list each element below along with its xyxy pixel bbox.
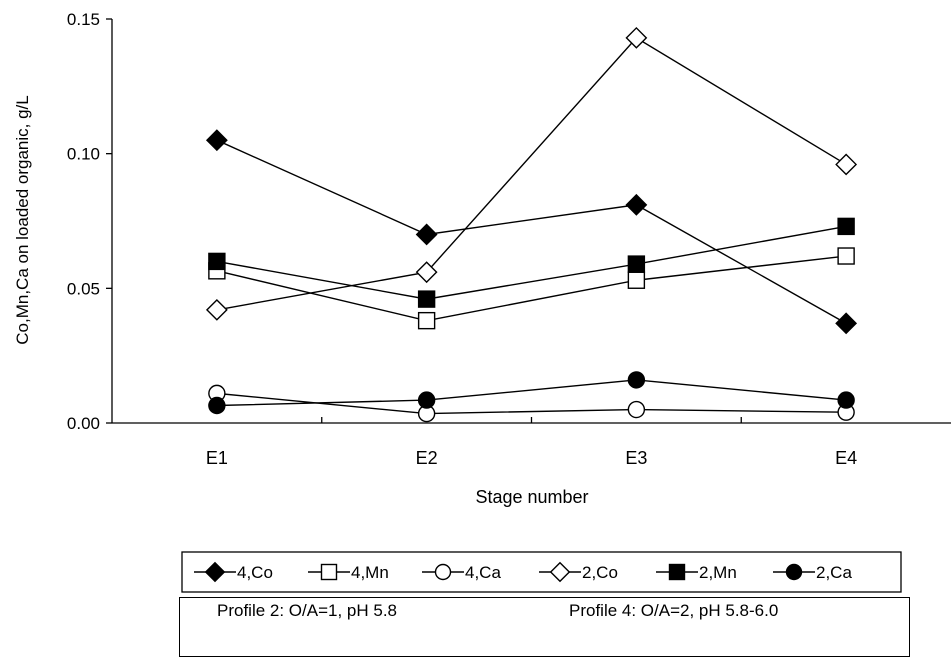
legend-label: 2,Ca (816, 563, 852, 582)
data-point-2-mn (417, 290, 436, 308)
data-point-2-ca (208, 396, 226, 415)
series-4-co (205, 129, 858, 335)
line-chart: 0.00 0.05 0.10 0.15 E1 E2 E3 E4 Stage number C… (13, 10, 951, 593)
legend-label: 4,Mn (351, 563, 389, 582)
legend-marker-2-co (549, 561, 571, 583)
x-axis-label: Stage number (475, 487, 588, 507)
series-line-2-co (216, 36, 847, 311)
series-2-co (205, 26, 858, 321)
legend-marker-4-co (204, 561, 226, 583)
data-point-4-ca (627, 400, 646, 419)
data-point-2-mn (208, 252, 226, 271)
data-point-4-mn (627, 271, 646, 289)
data-point-4-mn (417, 311, 436, 330)
legend: 4,Co 4,Mn 4,Ca 2,Co 2,Mn 2,Ca (181, 551, 902, 593)
x-tick-label: E3 (625, 448, 647, 468)
series-layer (205, 26, 858, 423)
x-tick-label: E1 (206, 448, 228, 468)
legend-marker-2-ca (785, 563, 803, 581)
data-point-2-ca (837, 391, 855, 409)
legend-item-2-mn: 2,Mn (656, 563, 737, 582)
data-point-4-mn (837, 247, 855, 265)
legend-label: 2,Co (582, 563, 618, 582)
data-point-2-co (835, 153, 858, 176)
x-tick-label: E4 (835, 448, 857, 468)
y-tick-label: 0.00 (67, 414, 100, 433)
legend-marker-4-ca (434, 563, 452, 581)
legend-item-2-co: 2,Co (539, 561, 618, 583)
data-point-4-co (625, 193, 648, 216)
data-point-4-co (205, 129, 228, 152)
profile-4-note: Profile 4: O/A=2, pH 5.8-6.0 (569, 601, 779, 620)
y-tick-label: 0.15 (67, 10, 100, 29)
data-point-2-co (625, 26, 648, 49)
y-axis-label: Co,Mn,Ca on loaded organic, g/L (13, 95, 32, 345)
legend-marker-2-mn (668, 563, 686, 581)
legend-item-4-co: 4,Co (194, 561, 273, 583)
legend-label: 4,Co (237, 563, 273, 582)
profile-2-note: Profile 2: O/A=1, pH 5.8 (217, 601, 398, 620)
x-tick-label: E2 (416, 448, 438, 468)
series-line-4-mn (216, 255, 847, 322)
series-2-ca (208, 371, 855, 415)
y-tick-label: 0.05 (67, 279, 100, 298)
data-point-2-co (205, 298, 228, 321)
y-tick-label: 0.10 (67, 145, 100, 164)
series-line-2-ca (216, 379, 847, 407)
series-4-mn (208, 247, 855, 330)
data-point-2-ca (627, 371, 646, 389)
data-point-2-co (415, 261, 438, 284)
legend-item-4-mn: 4,Mn (308, 563, 389, 582)
data-point-2-mn (837, 217, 855, 236)
axes (106, 18, 951, 424)
legend-label: 4,Ca (465, 563, 501, 582)
profile-notes-box: Profile 2: O/A=1, pH 5.8 Profile 4: O/A=… (179, 597, 910, 657)
series-2-mn (208, 217, 855, 308)
legend-label: 2,Mn (699, 563, 737, 582)
data-point-2-ca (417, 391, 436, 409)
data-point-4-co (835, 312, 858, 335)
y-tick-labels: 0.00 0.05 0.10 0.15 (67, 10, 100, 433)
series-line-2-mn (216, 225, 847, 300)
data-point-4-co (415, 223, 438, 246)
legend-item-4-ca: 4,Ca (422, 563, 501, 582)
data-point-2-mn (627, 255, 646, 273)
legend-item-2-ca: 2,Ca (773, 563, 852, 582)
legend-marker-4-mn (320, 563, 338, 581)
series-line-4-co (216, 139, 847, 324)
x-tick-labels: E1 E2 E3 E4 (206, 448, 857, 468)
